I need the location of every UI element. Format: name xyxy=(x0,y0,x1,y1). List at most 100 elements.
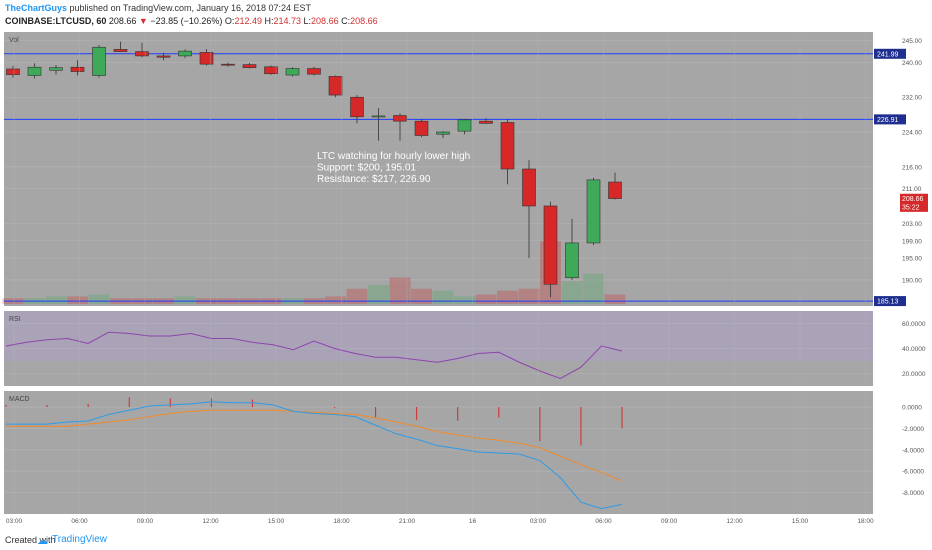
volume-bar xyxy=(497,290,518,304)
ohlc-line: COINBASE:LTCUSD, 60 208.66 ▼ −23.85 (−10… xyxy=(5,16,378,26)
current-price-label: 208.66 xyxy=(902,196,924,203)
candle-body[interactable] xyxy=(156,55,171,58)
time-tick-label: 09:00 xyxy=(661,518,678,525)
time-tick-label: 15:00 xyxy=(792,518,809,525)
candle-body[interactable] xyxy=(135,51,149,57)
candle-body[interactable] xyxy=(221,63,235,66)
candle-body[interactable] xyxy=(49,67,63,71)
candle-body[interactable] xyxy=(543,205,558,285)
macd-tick-label: -6.0000 xyxy=(902,469,924,476)
symbol-label[interactable]: COINBASE:LTCUSD, 60 xyxy=(5,16,107,26)
volume-bar xyxy=(174,296,196,304)
candle-body[interactable] xyxy=(371,115,386,118)
candle-body[interactable] xyxy=(178,50,192,57)
price-pane[interactable]: 245.00 240.00 232.00 224.00 216.00 211.00 203.… xyxy=(2,32,932,307)
rsi-pane[interactable]: 60.0000 40.0000 20.0000 RSI xyxy=(4,311,932,386)
high-label: H: xyxy=(264,16,274,26)
close-value: 208.66 xyxy=(350,16,378,26)
volume-bar xyxy=(45,296,67,304)
price-pane-background xyxy=(4,32,873,306)
time-tick-label: 18:00 xyxy=(857,518,874,525)
candle-body[interactable] xyxy=(436,131,450,135)
time-tick-label: 06:00 xyxy=(595,518,612,525)
volume-bar xyxy=(368,285,389,304)
candle-body[interactable] xyxy=(608,181,622,199)
candle-body[interactable] xyxy=(113,49,128,52)
candle-body[interactable] xyxy=(6,68,20,75)
candle-body[interactable] xyxy=(479,120,493,124)
price-tick-label: 190.00 xyxy=(902,277,922,284)
price-tick-label: 199.00 xyxy=(902,238,922,245)
price-change: −23.85 (−10.26%) xyxy=(150,16,223,26)
candle-body[interactable] xyxy=(350,96,364,118)
chart-annotation-text: Support: $200, 195.01 xyxy=(317,163,416,174)
level-price-tag xyxy=(874,48,906,59)
time-tick-label: 03:00 xyxy=(530,518,547,525)
chart-header: TheChartGuys published on TradingView.co… xyxy=(0,0,932,30)
volume-bar xyxy=(518,288,540,304)
last-price: 208.66 xyxy=(108,16,137,26)
volume-bar xyxy=(411,288,432,304)
time-axis[interactable]: 03:00 06:00 09:00 12:00 15:00 18:00 21:00 16 03:… xyxy=(0,32,932,530)
candle-body[interactable] xyxy=(522,168,536,207)
volume-bar xyxy=(454,296,475,304)
macd-pane-background xyxy=(4,391,873,514)
candle-body[interactable] xyxy=(264,66,278,75)
candle-body[interactable] xyxy=(500,122,515,170)
low-value: 208.66 xyxy=(311,16,339,26)
macd-legend-label: MACD xyxy=(9,396,30,403)
candle-body[interactable] xyxy=(457,119,472,132)
open-label: O: xyxy=(224,16,235,26)
candle-body[interactable] xyxy=(70,66,85,72)
macd-line[interactable] xyxy=(6,401,623,510)
macd-tick-label: -2.0000 xyxy=(902,426,924,433)
time-tick-label: 21:00 xyxy=(399,518,416,525)
candle-body[interactable] xyxy=(393,115,407,122)
rsi-tick-label: 40.0000 xyxy=(902,346,926,353)
candle-body[interactable] xyxy=(565,242,579,279)
open-value: 212.49 xyxy=(234,16,262,26)
chart-annotation-text: Resistance: $217, 226.90 xyxy=(317,174,431,185)
tradingview-brand-link[interactable]: TradingView xyxy=(52,534,108,545)
candle-body[interactable] xyxy=(586,179,601,244)
candle-body[interactable] xyxy=(92,46,106,76)
level-price-label: 226.91 xyxy=(877,117,899,124)
current-price-label: 35:22 xyxy=(902,204,920,211)
price-tick-label: 216.00 xyxy=(902,164,922,171)
candle-body[interactable] xyxy=(27,66,42,76)
price-tick-label: 232.00 xyxy=(902,95,922,102)
author-link[interactable]: TheChartGuys xyxy=(5,3,68,13)
candle-body[interactable] xyxy=(307,68,321,75)
macd-signal-line[interactable] xyxy=(6,409,623,482)
rsi-legend-label: RSI xyxy=(9,316,21,323)
candle-body[interactable] xyxy=(414,120,429,136)
rsi-band xyxy=(4,311,873,361)
candle-body[interactable] xyxy=(285,68,300,76)
candle-body[interactable] xyxy=(328,76,343,96)
macd-tick-label: 0.0000 xyxy=(902,405,922,412)
rsi-tick-label: 60.0000 xyxy=(902,321,926,328)
time-tick-label: 15:00 xyxy=(268,518,285,525)
volume-bar xyxy=(67,296,88,304)
low-label: L: xyxy=(303,16,312,26)
volume-bar xyxy=(583,273,604,304)
current-price-tag xyxy=(900,193,928,204)
macd-pane[interactable]: 0.0000 -2.0000 -4.0000 -6.0000 -8.0000 MACD xyxy=(4,391,932,514)
macd-tick-label: -8.0000 xyxy=(902,490,924,497)
rsi-line[interactable] xyxy=(5,331,623,380)
volume-bar xyxy=(561,281,583,304)
time-tick-label: 06:00 xyxy=(71,518,88,525)
current-price-tag xyxy=(900,201,928,212)
candle-body[interactable] xyxy=(242,64,257,68)
level-price-label: 185.13 xyxy=(877,299,899,306)
chart-annotation-text: LTC watching for hourly lower high xyxy=(317,151,470,162)
volume-bar xyxy=(325,296,346,304)
price-tick-label: 195.00 xyxy=(902,256,922,263)
price-tick-label: 211.00 xyxy=(902,186,922,193)
close-label: C: xyxy=(341,16,351,26)
down-arrow-icon: ▼ xyxy=(138,16,148,26)
chart-canvas[interactable]: 245.00 240.00 232.00 224.00 216.00 211.00 203.… xyxy=(0,30,932,530)
candle-body[interactable] xyxy=(199,52,214,65)
publisher-line: TheChartGuys published on TradingView.co… xyxy=(5,3,311,13)
volume-bar xyxy=(88,294,110,304)
